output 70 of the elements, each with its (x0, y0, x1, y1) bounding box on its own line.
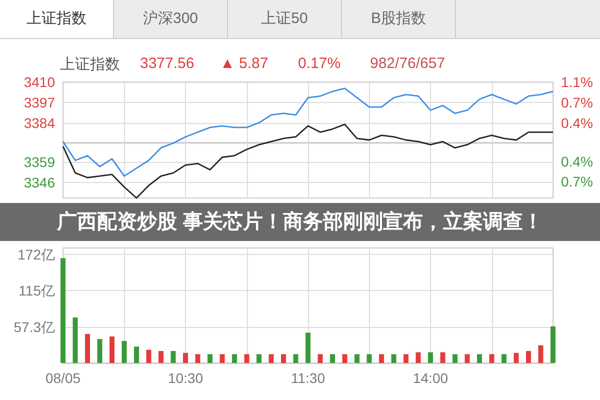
bar (502, 354, 506, 363)
x-tick-label: 11:30 (291, 370, 326, 386)
bar (244, 354, 250, 363)
y-tick-label: 3410 (24, 74, 56, 90)
bar (208, 354, 212, 363)
y-tick-label: 3346 (24, 174, 56, 190)
y2-tick-label: 0.7% (561, 174, 593, 190)
bar (538, 345, 544, 363)
y-tick-label: 3359 (24, 154, 56, 170)
bar (354, 354, 360, 363)
x-tick-label: 08/05 (45, 370, 81, 386)
bar (366, 354, 372, 363)
bar (428, 352, 433, 363)
bar (477, 354, 482, 363)
bar (85, 334, 90, 363)
bar (293, 354, 298, 363)
text: 982/76/657 (370, 55, 446, 72)
bar (330, 354, 335, 363)
line-series (62, 88, 554, 177)
bar (514, 352, 519, 363)
x-tick-label: 10:30 (168, 370, 204, 386)
bar (379, 354, 384, 363)
bar (122, 340, 127, 363)
bar (158, 350, 164, 363)
y2-tick-label: 0.4% (561, 115, 593, 132)
bar (281, 354, 286, 363)
bar (195, 354, 200, 363)
x-tick-label: 14:00 (412, 370, 448, 386)
y2-tick-label: 0.7% (561, 94, 593, 111)
bar (256, 354, 262, 363)
text: B股指数 (342, 0, 456, 38)
bar (268, 354, 274, 363)
y-tick-label: 115亿 (18, 282, 55, 298)
text: 0.17% (298, 55, 341, 72)
bar (170, 350, 176, 363)
bar (550, 326, 556, 363)
y-tick-label: 57.3亿 (14, 318, 55, 335)
bar (97, 338, 102, 363)
bar (183, 352, 188, 363)
text: 上证指数 (60, 55, 120, 74)
y2-tick-label: 1.1% (561, 74, 593, 90)
bar (232, 354, 237, 363)
text: 上证50 (228, 0, 342, 38)
bar (60, 258, 66, 363)
bar (526, 350, 531, 363)
bar (318, 354, 323, 363)
text: 沪深300 (114, 0, 228, 38)
bar (72, 318, 78, 363)
bar (416, 352, 421, 363)
text: 3377.56 (140, 55, 194, 72)
y2-tick-label: 0.4% (561, 154, 593, 170)
bar (404, 354, 408, 363)
bar (452, 354, 458, 363)
bar (306, 332, 310, 363)
text: 广西配资炒股 事关芯片！商务部刚刚宣布，立案调查！ (0, 203, 600, 241)
line-series (62, 124, 554, 199)
y-tick-label: 3397 (24, 94, 56, 110)
bar (134, 346, 139, 363)
bar (489, 354, 494, 363)
bar (391, 354, 396, 363)
text: 上证指数 (0, 0, 114, 38)
bar (220, 354, 225, 363)
bar (440, 352, 446, 363)
bar (342, 354, 348, 363)
bar (110, 336, 114, 363)
y-tick-label: 172亿 (18, 246, 55, 262)
bar (464, 354, 470, 363)
bar (146, 350, 152, 363)
y-tick-label: 3384 (24, 114, 56, 131)
text: ▲ 5.87 (220, 55, 268, 72)
